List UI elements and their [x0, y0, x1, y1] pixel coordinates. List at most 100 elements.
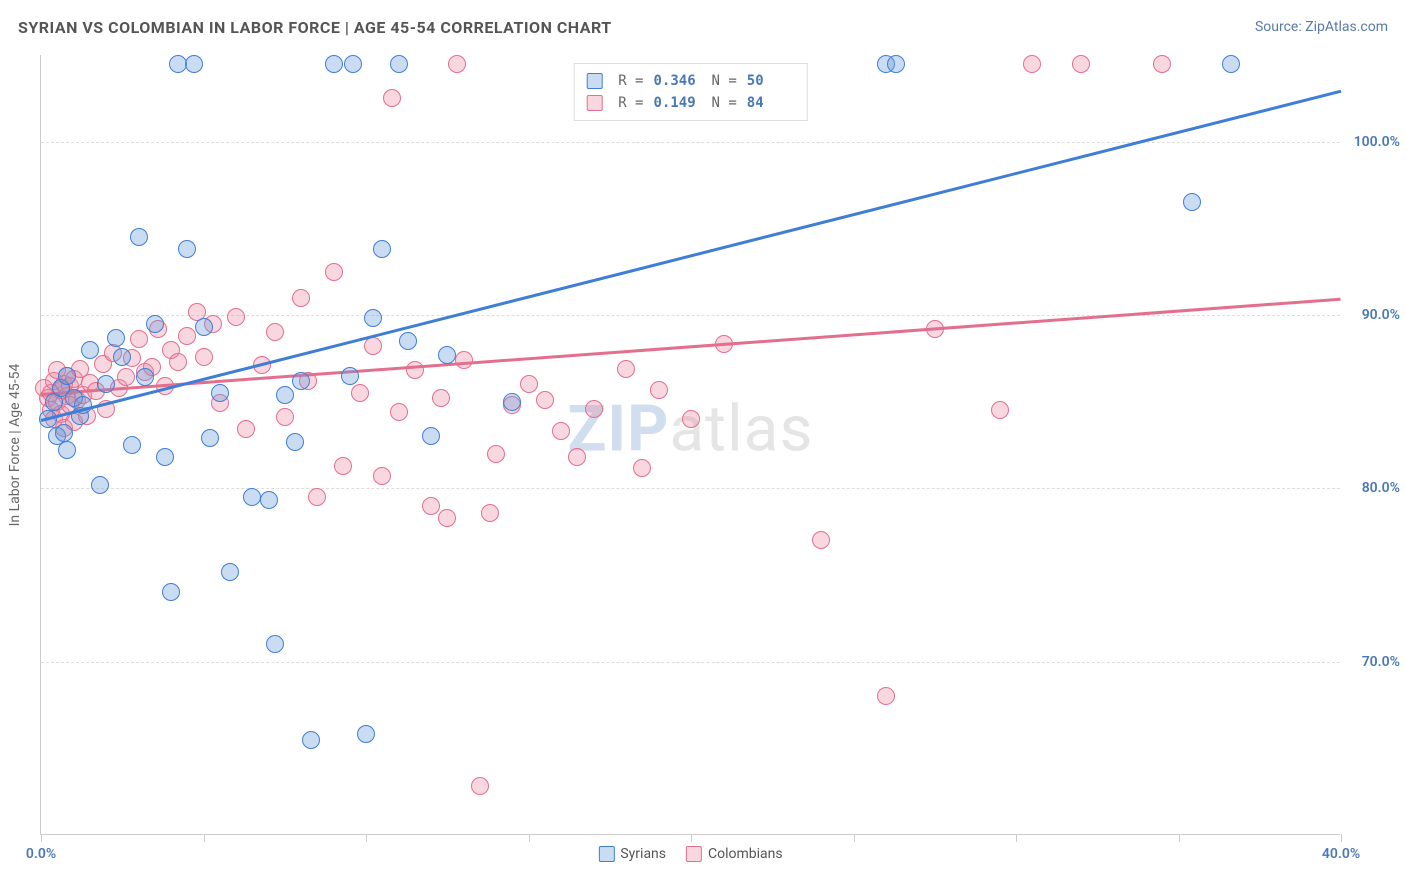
watermark: ZIPatlas: [568, 391, 814, 466]
data-point-syrians: [201, 429, 219, 447]
y-tick-label: 80.0%: [1362, 480, 1400, 496]
data-point-colombians: [455, 351, 473, 369]
chart-header: SYRIAN VS COLOMBIAN IN LABOR FORCE | AGE…: [18, 12, 1388, 42]
swatch-syrians: [586, 73, 602, 89]
y-tick-label: 70.0%: [1362, 654, 1400, 670]
plot-area: In Labor Force | Age 45-54 ZIPatlas R = …: [40, 55, 1340, 835]
data-point-colombians: [520, 375, 538, 393]
watermark-atlas: atlas: [669, 391, 813, 466]
data-point-colombians: [390, 403, 408, 421]
legend-item-syrians: Syrians: [598, 846, 666, 862]
r-value-colombians: 0.149: [654, 92, 702, 114]
data-point-syrians: [91, 476, 109, 494]
data-point-syrians: [438, 346, 456, 364]
data-point-syrians: [243, 488, 261, 506]
data-point-colombians: [991, 401, 1009, 419]
n-label: N =: [712, 70, 737, 92]
data-point-syrians: [123, 436, 141, 454]
x-tick: [204, 834, 205, 842]
n-value-syrians: 50: [747, 70, 795, 92]
correlation-legend: R = 0.346 N = 50 R = 0.149 N = 84: [573, 63, 808, 121]
data-point-colombians: [481, 504, 499, 522]
data-point-colombians: [568, 448, 586, 466]
swatch-syrians: [598, 846, 614, 862]
x-tick: [1341, 834, 1342, 842]
data-point-syrians: [162, 583, 180, 601]
data-point-colombians: [266, 323, 284, 341]
data-point-syrians: [357, 725, 375, 743]
data-point-syrians: [260, 491, 278, 509]
data-point-colombians: [334, 457, 352, 475]
data-point-syrians: [302, 731, 320, 749]
legend-label-colombians: Colombians: [708, 846, 783, 862]
data-point-syrians: [81, 341, 99, 359]
data-point-syrians: [325, 55, 343, 73]
correlation-row-colombians: R = 0.149 N = 84: [586, 92, 795, 114]
data-point-colombians: [617, 360, 635, 378]
data-point-syrians: [266, 635, 284, 653]
x-tick: [1016, 834, 1017, 842]
data-point-colombians: [877, 687, 895, 705]
y-tick-label: 90.0%: [1362, 307, 1400, 323]
data-point-colombians: [117, 368, 135, 386]
x-tick-label: 0.0%: [26, 846, 56, 862]
data-point-syrians: [136, 368, 154, 386]
data-point-syrians: [1183, 193, 1201, 211]
chart-title: SYRIAN VS COLOMBIAN IN LABOR FORCE | AGE…: [18, 18, 612, 37]
data-point-syrians: [341, 367, 359, 385]
data-point-syrians: [58, 441, 76, 459]
data-point-colombians: [432, 389, 450, 407]
r-label: R =: [618, 92, 643, 114]
data-point-syrians: [276, 386, 294, 404]
data-point-syrians: [373, 240, 391, 258]
data-point-syrians: [286, 433, 304, 451]
data-point-syrians: [156, 448, 174, 466]
data-point-syrians: [130, 228, 148, 246]
legend-label-syrians: Syrians: [620, 846, 666, 862]
data-point-colombians: [1023, 55, 1041, 73]
legend-item-colombians: Colombians: [686, 846, 783, 862]
x-tick: [529, 834, 530, 842]
n-label: N =: [712, 92, 737, 114]
source-name: ZipAtlas.com: [1305, 19, 1388, 35]
data-point-syrians: [211, 384, 229, 402]
r-label: R =: [618, 70, 643, 92]
data-point-colombians: [276, 408, 294, 426]
data-point-colombians: [650, 381, 668, 399]
data-point-syrians: [55, 424, 73, 442]
data-point-colombians: [308, 488, 326, 506]
data-point-colombians: [1153, 55, 1171, 73]
chart-container: SYRIAN VS COLOMBIAN IN LABOR FORCE | AGE…: [0, 0, 1406, 892]
data-point-syrians: [1222, 55, 1240, 73]
gridline: [41, 662, 1340, 663]
data-point-syrians: [97, 375, 115, 393]
data-point-colombians: [195, 348, 213, 366]
data-point-syrians: [292, 372, 310, 390]
y-axis-title: In Labor Force | Age 45-54: [7, 363, 23, 526]
data-point-syrians: [107, 329, 125, 347]
swatch-colombians: [586, 95, 602, 111]
regression-line-syrians: [41, 90, 1342, 422]
data-point-colombians: [536, 391, 554, 409]
data-point-colombians: [292, 289, 310, 307]
correlation-row-syrians: R = 0.346 N = 50: [586, 70, 795, 92]
series-legend: Syrians Colombians: [598, 846, 782, 862]
data-point-colombians: [633, 459, 651, 477]
data-point-syrians: [503, 393, 521, 411]
data-point-syrians: [399, 332, 417, 350]
data-point-colombians: [471, 777, 489, 795]
x-tick: [1179, 834, 1180, 842]
data-point-syrians: [364, 309, 382, 327]
data-point-colombians: [178, 327, 196, 345]
data-point-syrians: [185, 55, 203, 73]
data-point-syrians: [887, 55, 905, 73]
data-point-syrians: [113, 348, 131, 366]
data-point-colombians: [812, 531, 830, 549]
gridline: [41, 488, 1340, 489]
data-point-syrians: [422, 427, 440, 445]
data-point-colombians: [237, 420, 255, 438]
data-point-colombians: [438, 509, 456, 527]
data-point-colombians: [169, 353, 187, 371]
data-point-syrians: [146, 315, 164, 333]
data-point-syrians: [221, 563, 239, 581]
